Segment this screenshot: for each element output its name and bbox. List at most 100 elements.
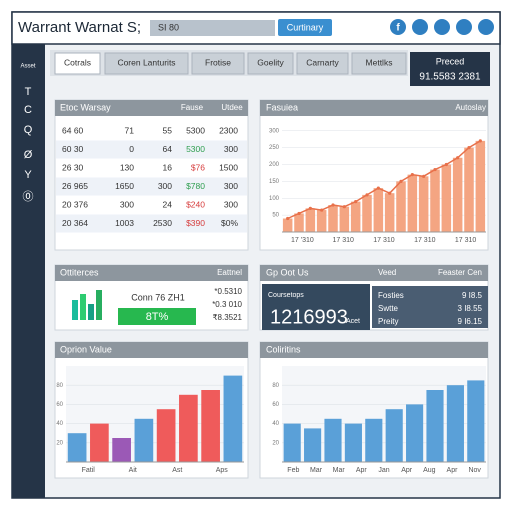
table-cell: 64 — [163, 144, 173, 154]
price-value: 91.5583 2381 — [419, 72, 481, 83]
search-text: SI 80 — [158, 22, 179, 32]
sidebar-icon[interactable]: ⓪ — [23, 190, 34, 203]
bar — [452, 157, 463, 232]
tab[interactable] — [191, 52, 245, 75]
y-tick-label: 60 — [272, 402, 279, 408]
bar — [223, 375, 243, 462]
bar — [294, 213, 304, 232]
bar — [112, 438, 131, 462]
row-stripe — [56, 140, 247, 159]
tab-label: Frotise — [205, 57, 231, 67]
table-cell: $240 — [186, 199, 205, 209]
trend-point — [433, 167, 437, 172]
plot-bg — [282, 124, 486, 232]
social-icon[interactable] — [390, 19, 406, 35]
x-tick-label: Ast — [172, 467, 182, 474]
bar — [365, 418, 383, 462]
x-tick-label: 17 310 — [332, 237, 354, 244]
x-tick-label: 17 310 — [414, 237, 436, 244]
trend-point — [376, 186, 380, 190]
x-tick-label: 17 310 — [373, 237, 395, 244]
tab[interactable] — [296, 52, 349, 75]
bar — [418, 176, 429, 232]
trend-point — [410, 173, 414, 177]
bar — [90, 423, 109, 462]
social-icon[interactable] — [478, 19, 494, 35]
x-tick-label: Aps — [216, 467, 229, 474]
x-tick-label: 17 310 — [455, 237, 477, 244]
x-tick-label: Apr — [447, 467, 459, 474]
sidebar-icon[interactable]: Y — [24, 169, 32, 181]
sidebar-icon[interactable]: Asset — [20, 64, 35, 70]
kpi-value: 1216993 — [270, 306, 348, 328]
stat: *0.3 010 — [212, 300, 242, 309]
table-cell: 5300 — [186, 144, 205, 154]
y-tick-label: 50 — [272, 213, 279, 219]
column-header: Utdee — [221, 103, 243, 112]
bar — [407, 174, 418, 232]
search-box[interactable] — [150, 20, 275, 36]
column-header: Fause — [181, 103, 204, 112]
trend-point — [308, 206, 312, 210]
panel-title: Ottiterces — [60, 267, 99, 277]
panel-subtitle: Autoslay — [455, 103, 486, 112]
bar — [134, 418, 154, 462]
trend-point — [467, 146, 471, 150]
header-button[interactable] — [278, 19, 332, 36]
tab[interactable] — [247, 52, 294, 75]
bar — [362, 194, 372, 232]
table-cell: $0% — [221, 218, 238, 228]
bar — [426, 390, 444, 462]
tab-label: Cotrals — [64, 57, 91, 67]
table-cell: 1650 — [115, 181, 134, 191]
table-cell: 130 — [120, 162, 134, 172]
panel-title: Fasuiea — [266, 102, 298, 112]
x-tick-label: Apr — [356, 467, 368, 474]
kpi-row-value: 3 I8.55 — [458, 304, 483, 313]
table-cell: 0 — [129, 144, 134, 154]
app-title: Warrant Warnat S; — [18, 19, 141, 36]
kpi-row-name: Swtte — [378, 304, 399, 313]
tab[interactable] — [104, 52, 189, 75]
bar — [304, 428, 322, 462]
percent-box — [118, 308, 196, 325]
column-header: Feaster Cen — [438, 268, 482, 277]
x-tick-label: Nov — [468, 467, 481, 474]
caption: Conn 76 ZH1 — [131, 292, 185, 302]
price-box — [410, 52, 490, 86]
tab[interactable] — [351, 52, 407, 75]
y-tick-label: 40 — [56, 421, 63, 427]
kpi-unit: Acet — [346, 318, 360, 325]
table-cell: 26 965 — [62, 181, 88, 191]
social-icon-label: f — [396, 23, 400, 34]
sidebar-icon[interactable]: T — [25, 86, 32, 98]
x-tick-label: Ait — [129, 467, 137, 474]
price-label: Preced — [436, 56, 465, 66]
social-icon[interactable] — [456, 19, 472, 35]
bar — [475, 140, 486, 232]
trend-point — [399, 179, 403, 183]
bar — [464, 147, 474, 232]
table-cell: 5300 — [186, 125, 205, 135]
kpi-rows — [372, 286, 488, 328]
panel-subtitle: Eattnel — [217, 268, 242, 277]
trend-point — [444, 162, 448, 167]
tab[interactable] — [54, 52, 101, 75]
y-tick-label: 60 — [56, 402, 63, 408]
x-tick-label: 17 '310 — [291, 237, 314, 244]
social-icon[interactable] — [412, 19, 428, 35]
sidebar-icon[interactable]: Q — [24, 124, 33, 136]
y-tick-label: 200 — [269, 162, 280, 168]
kpi-row-name: Fosties — [378, 291, 404, 300]
table-cell: 20 364 — [62, 218, 88, 228]
bar — [201, 390, 220, 462]
table-cell: 300 — [120, 199, 134, 209]
trend-point — [342, 205, 346, 209]
sidebar-icon[interactable]: Ø — [24, 149, 33, 161]
bar — [385, 409, 403, 462]
social-icon[interactable] — [434, 19, 450, 35]
bar — [344, 423, 362, 462]
sidebar-icon[interactable]: C — [24, 104, 32, 116]
bar — [339, 206, 350, 232]
panel-header — [55, 265, 248, 281]
